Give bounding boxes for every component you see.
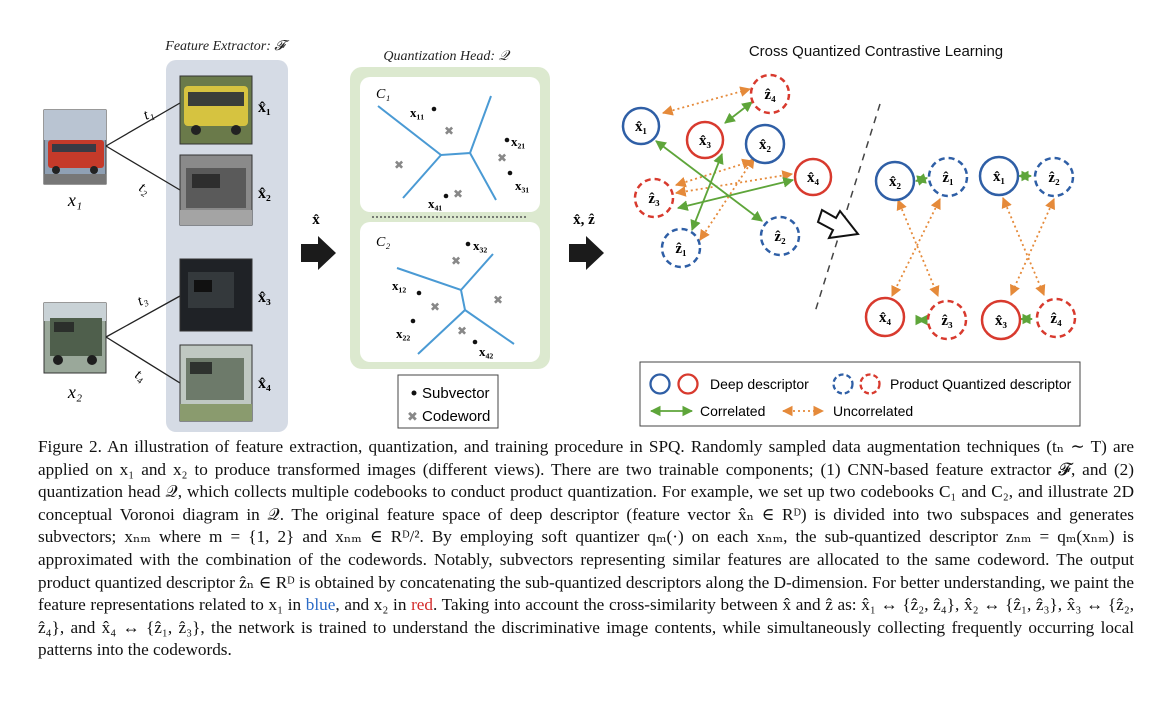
node-z1-left: [660, 227, 702, 269]
svg-text:✖: ✖: [444, 124, 454, 138]
transform-t1: t₁: [141, 105, 156, 123]
codebook-1-label: C₁: [376, 87, 390, 102]
svg-text:✖: ✖: [394, 158, 404, 172]
view-label-2: x̂₂: [258, 185, 271, 202]
transition-arrow: [816, 208, 860, 240]
node-z3-left-label: ẑ₃: [648, 191, 660, 207]
caption-end: . Taking into account the cross-similari…: [38, 595, 1134, 660]
codebook-1-box: [360, 77, 540, 212]
input-image-bus: [43, 109, 107, 185]
node-z3-right-label: ẑ₃: [941, 313, 953, 329]
node-x4-left: [793, 157, 833, 197]
input-image-truck: [43, 302, 107, 374]
node-x3-left: [685, 120, 725, 160]
legend-codeword: Codeword: [422, 408, 490, 425]
node-z4-right: [1035, 297, 1077, 339]
subvector-x32: x₃₂: [473, 238, 487, 253]
subvector-x42: x₄₂: [479, 344, 493, 359]
extractor-panel: [166, 60, 288, 432]
legend-subvector: Subvector: [422, 385, 490, 402]
subvector-x22: x₂₂: [396, 326, 410, 341]
legend-deep-descriptor: Deep descriptor: [710, 376, 809, 392]
figure-caption: Figure 2. An illustration of feature ext…: [38, 436, 1134, 662]
caption-main: Figure 2. An illustration of feature ext…: [38, 437, 1134, 615]
view-label-3: x̂₃: [258, 289, 271, 306]
legend-pq-descriptor: Product Quantized descriptor: [890, 376, 1072, 392]
arrow-x-label: x̂: [312, 212, 320, 228]
forward-arrow-1: [301, 236, 336, 270]
node-z2-left: [759, 215, 801, 257]
arrow-xz-label: x̂, ẑ: [573, 212, 595, 228]
node-x4-left-label: x̂₄: [807, 170, 820, 186]
legend-uncorrelated: Uncorrelated: [833, 403, 913, 419]
voronoi-c1: [377, 95, 497, 201]
view-label-1: x̂₁: [258, 99, 271, 116]
quant-legend-box: [397, 374, 499, 429]
view-image-2: [179, 154, 253, 226]
node-z3-right: [926, 299, 968, 341]
view-image-1: [179, 75, 253, 145]
caption-red-word: red: [411, 595, 434, 615]
legend-correlated: Correlated: [700, 403, 765, 419]
codebook-2-box: [360, 222, 540, 362]
node-x3-left-label: x̂₃: [699, 133, 712, 149]
caption-middle: , and x₂ in: [335, 595, 412, 615]
node-x3-right-label: x̂₃: [995, 313, 1008, 329]
node-z4-left: [749, 73, 791, 115]
subvector-x21: x₂₁: [511, 134, 525, 149]
codewords-c1: ✖ ✖ ✖ ✖: [394, 124, 507, 201]
node-x1-left: [621, 106, 661, 146]
caption-blue-word: blue: [305, 595, 336, 615]
codewords-c2: ✖ ✖ ✖ ✖: [430, 254, 503, 338]
subvector-x11: x₁₁: [410, 105, 424, 120]
input-label-x2: x₂: [67, 382, 82, 402]
svg-text:✖: ✖: [457, 324, 467, 338]
node-x4-right: [864, 296, 906, 338]
spq-figure: Feature Extractor: 𝓕 x₁ x₂ t₁ t₂ t₃ t₄: [43, 39, 1081, 432]
node-z2-right: [1033, 156, 1075, 198]
subvector-x12: x₁₂: [392, 278, 406, 293]
node-z2-left-label: ẑ₂: [774, 229, 786, 245]
svg-text:✖: ✖: [493, 293, 503, 307]
quantizer-title: Quantization Head: 𝒬: [383, 49, 510, 64]
subvector-x41: x₄₁: [428, 196, 442, 211]
node-z4-left-label: ẑ₄: [764, 87, 776, 103]
input-label-x1: x₁: [67, 190, 82, 210]
node-x2-right-label: x̂₂: [889, 174, 902, 190]
node-x3-right: [980, 299, 1022, 341]
voronoi-c2: [396, 253, 515, 355]
svg-text:✖: ✖: [451, 254, 461, 268]
node-x2-left: [744, 123, 786, 165]
extractor-title: Feature Extractor: 𝓕: [164, 39, 289, 54]
node-x2-left-label: x̂₂: [759, 137, 772, 153]
contrastive-title: Cross Quantized Contrastive Learning: [749, 43, 1003, 60]
node-z1-right: [927, 156, 969, 198]
node-x1-left-label: x̂₁: [635, 119, 647, 135]
node-z4-right-label: ẑ₄: [1050, 311, 1062, 327]
svg-text:✖: ✖: [407, 409, 418, 424]
subvector-x31: x₃₁: [515, 178, 529, 193]
transform-t2: t₂: [136, 180, 152, 199]
node-z3-left: [633, 177, 675, 219]
codebook-2-label: C₂: [376, 235, 390, 250]
transform-t4: t₄: [132, 367, 148, 386]
view-image-3: [179, 258, 253, 332]
forward-arrow-2: [569, 236, 604, 270]
node-z1-left-label: ẑ₁: [675, 241, 686, 257]
svg-text:✖: ✖: [430, 300, 440, 314]
view-label-4: x̂₄: [258, 375, 271, 392]
node-x4-right-label: x̂₄: [879, 310, 892, 326]
contrastive-legend-box: [639, 361, 1081, 427]
svg-text:✖: ✖: [453, 187, 463, 201]
node-x2-right: [874, 160, 916, 202]
node-x1-right: [978, 155, 1020, 197]
node-z1-right-label: ẑ₁: [942, 170, 953, 186]
node-x1-right-label: x̂₁: [993, 169, 1005, 185]
node-z2-right-label: ẑ₂: [1048, 170, 1060, 186]
diagonal-separator: [814, 103, 881, 313]
transform-t3: t₃: [135, 291, 150, 309]
view-image-4: [179, 344, 253, 422]
svg-text:✖: ✖: [497, 151, 507, 165]
